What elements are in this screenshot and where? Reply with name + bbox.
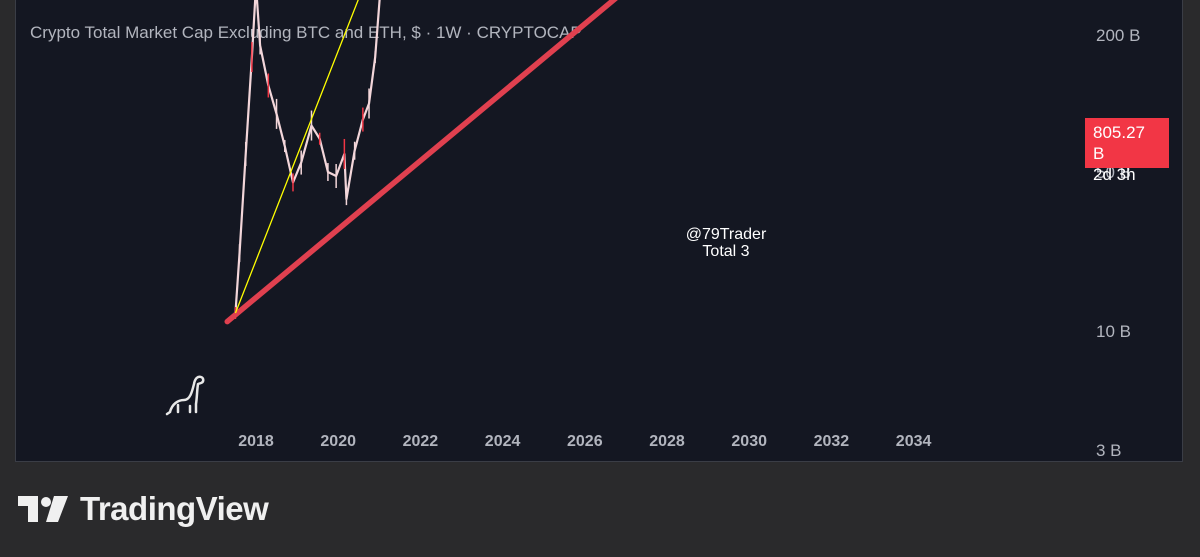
tradingview-logo[interactable]: TradingView [18, 490, 269, 528]
tradingview-logo-icon [18, 496, 68, 522]
x-axis-tick-label: 2028 [649, 433, 685, 450]
chart-title: Crypto Total Market Cap Excluding BTC an… [30, 23, 582, 42]
x-axis-tick-label: 2022 [403, 433, 439, 450]
x-axis-tick-label: 2020 [320, 433, 356, 450]
trendline-support [224, 0, 618, 325]
trendline-swing-path [234, 0, 359, 314]
chart-panel[interactable]: Crypto Total Market Cap Excluding BTC an… [15, 0, 1183, 462]
x-axis-tick-label: 2030 [731, 433, 767, 450]
price-series-line [234, 0, 381, 314]
y-axis-tick-label: 3 B [1096, 441, 1122, 460]
current-price-value: 805.27 B [1093, 123, 1145, 163]
x-axis-tick-label: 2024 [485, 433, 521, 450]
y-axis-tick-label: 10 B [1096, 322, 1131, 341]
dinosaur-icon [165, 375, 205, 416]
x-axis-tick-label: 2026 [567, 433, 603, 450]
y-axis-tick-label: 200 B [1096, 26, 1140, 45]
annotation-subtitle: Total 3 [702, 243, 750, 260]
x-axis-tick-label: 2034 [896, 433, 932, 450]
annotation-author: @79Trader [685, 226, 767, 243]
x-axis-tick-label: 2032 [814, 433, 850, 450]
chart-canvas[interactable]: 12 T4 T1 T200 B50 B10 B3 B20182020202220… [16, 0, 1183, 462]
chart-annotation: @79Trader Total 3 [656, 226, 796, 260]
current-price-label: 805.27 B 2d 3h [1085, 118, 1169, 184]
tradingview-wordmark: TradingView [80, 490, 269, 527]
x-axis-tick-label: 2018 [238, 433, 274, 450]
bar-countdown: 2d 3h [1093, 165, 1136, 184]
